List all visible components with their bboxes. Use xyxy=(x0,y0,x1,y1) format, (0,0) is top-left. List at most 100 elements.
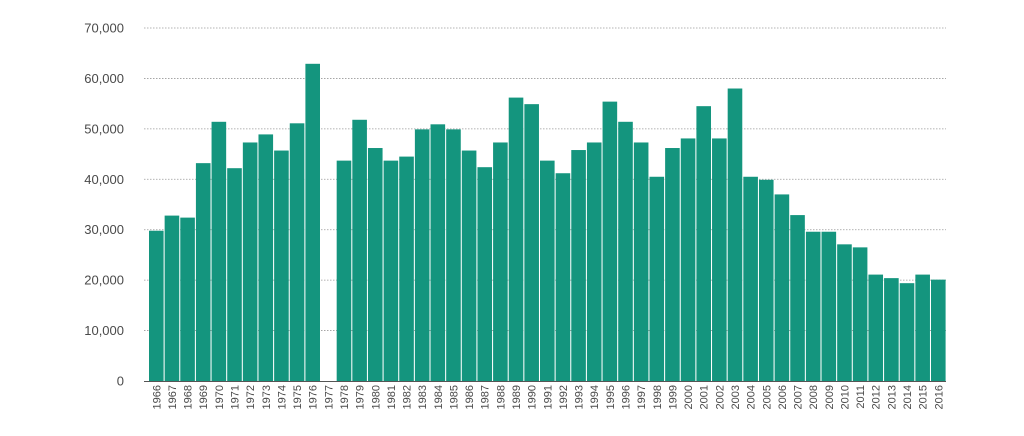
bar-1980 xyxy=(367,148,383,381)
bar-1974 xyxy=(274,150,289,381)
bar-2007 xyxy=(790,215,805,381)
x-tick-label: 1970 xyxy=(214,385,226,409)
bar-2010 xyxy=(837,244,852,381)
y-tick-label: 40,000 xyxy=(84,172,124,187)
bar-2014 xyxy=(899,283,915,381)
x-tick-label: 2010 xyxy=(839,385,851,409)
x-tick-label: 1969 xyxy=(198,385,210,409)
bar-2005 xyxy=(758,179,774,381)
bar-1987 xyxy=(477,167,493,381)
bar-2008 xyxy=(805,231,821,381)
bar-2001 xyxy=(696,106,711,382)
x-tick-label: 1998 xyxy=(652,385,664,409)
x-tick-label: 1994 xyxy=(589,385,601,409)
y-tick-label: 0 xyxy=(117,374,124,389)
y-tick-label: 10,000 xyxy=(84,323,124,338)
bar-1972 xyxy=(242,142,258,381)
bar-1997 xyxy=(633,142,649,381)
bar-1994 xyxy=(586,142,602,381)
x-tick-label: 1995 xyxy=(605,385,617,409)
bar-2015 xyxy=(915,274,930,381)
bar-1981 xyxy=(383,160,399,381)
x-tick-label: 1987 xyxy=(480,385,492,409)
y-tick-label: 60,000 xyxy=(84,71,124,86)
x-tick-label: 1973 xyxy=(261,385,273,409)
bar-2004 xyxy=(743,176,758,381)
x-tick-label: 1985 xyxy=(448,385,460,409)
bar-1995 xyxy=(602,101,618,381)
x-tick-label: 2006 xyxy=(777,385,789,409)
bar-1976 xyxy=(305,63,320,381)
x-tick-label: 1993 xyxy=(574,385,586,409)
x-tick-label: 1986 xyxy=(464,385,476,409)
bar-1984 xyxy=(430,124,446,381)
bar-2006 xyxy=(774,194,790,381)
bar-1988 xyxy=(493,142,508,381)
x-tick-label: 2016 xyxy=(933,385,945,409)
x-tick-label: 1971 xyxy=(230,385,242,409)
y-axis-ticks: 0 10,000 20,000 30,000 40,000 50,000 60,000 70,… xyxy=(84,21,124,389)
bar-1971 xyxy=(227,168,242,381)
bar-1978 xyxy=(336,160,352,381)
bar-2003 xyxy=(727,88,743,381)
x-tick-label: 2002 xyxy=(714,385,726,409)
x-tick-label: 1967 xyxy=(167,385,179,409)
y-tick-label: 20,000 xyxy=(84,273,124,288)
x-tick-label: 1990 xyxy=(527,385,539,409)
x-axis-ticks: 1966 1967 1968 1969 1970 1971 1972 1973 1974 1975… xyxy=(151,385,945,409)
x-tick-label: 1992 xyxy=(558,385,570,409)
bar-1970 xyxy=(211,121,227,381)
bar-2009 xyxy=(821,231,837,381)
x-tick-label: 2001 xyxy=(699,385,711,409)
bar-1982 xyxy=(399,156,414,381)
bar-1975 xyxy=(289,123,305,381)
x-tick-label: 1984 xyxy=(433,385,445,409)
bar-1983 xyxy=(414,129,430,381)
x-tick-label: 2009 xyxy=(824,385,836,409)
x-tick-label: 1988 xyxy=(495,385,507,409)
x-tick-label: 1975 xyxy=(292,385,304,409)
x-tick-label: 2015 xyxy=(918,385,930,409)
bar-1992 xyxy=(555,173,571,381)
x-tick-label: 1981 xyxy=(386,385,398,409)
x-tick-label: 1996 xyxy=(621,385,633,409)
bar-1979 xyxy=(352,119,367,381)
bar-2016 xyxy=(931,279,946,381)
x-tick-label: 2014 xyxy=(902,385,914,409)
bar-1986 xyxy=(461,150,477,381)
bar-1973 xyxy=(258,134,274,381)
x-tick-label: 1983 xyxy=(417,385,429,409)
x-tick-label: 2013 xyxy=(886,385,898,409)
y-tick-label: 30,000 xyxy=(84,222,124,237)
bar-1966 xyxy=(149,230,164,381)
x-tick-label: 1999 xyxy=(667,385,679,409)
x-tick-label: 1977 xyxy=(323,385,335,409)
bar-1993 xyxy=(571,150,586,381)
x-tick-label: 1991 xyxy=(542,385,554,409)
bar-1998 xyxy=(649,176,665,381)
bar-2002 xyxy=(712,138,727,381)
bar-1968 xyxy=(180,217,195,381)
x-tick-label: 2003 xyxy=(730,385,742,409)
x-tick-label: 1980 xyxy=(370,385,382,409)
x-tick-label: 1978 xyxy=(339,385,351,409)
x-tick-label: 2007 xyxy=(793,385,805,409)
x-tick-label: 2005 xyxy=(761,385,773,409)
x-tick-label: 1968 xyxy=(183,385,195,409)
x-tick-label: 1976 xyxy=(308,385,320,409)
bar-1991 xyxy=(540,160,555,381)
y-tick-label: 50,000 xyxy=(84,121,124,136)
x-tick-label: 1989 xyxy=(511,385,523,409)
x-tick-label: 1972 xyxy=(245,385,257,409)
bar-2000 xyxy=(680,138,696,381)
bar-1985 xyxy=(446,129,461,381)
bar-1969 xyxy=(195,163,211,381)
x-tick-label: 1966 xyxy=(151,385,163,409)
bar-1990 xyxy=(524,104,539,381)
x-tick-label: 1982 xyxy=(402,385,414,409)
x-tick-label: 2004 xyxy=(746,385,758,409)
x-tick-label: 1974 xyxy=(276,385,288,409)
bar-1996 xyxy=(618,121,633,381)
x-tick-label: 2011 xyxy=(855,385,867,409)
